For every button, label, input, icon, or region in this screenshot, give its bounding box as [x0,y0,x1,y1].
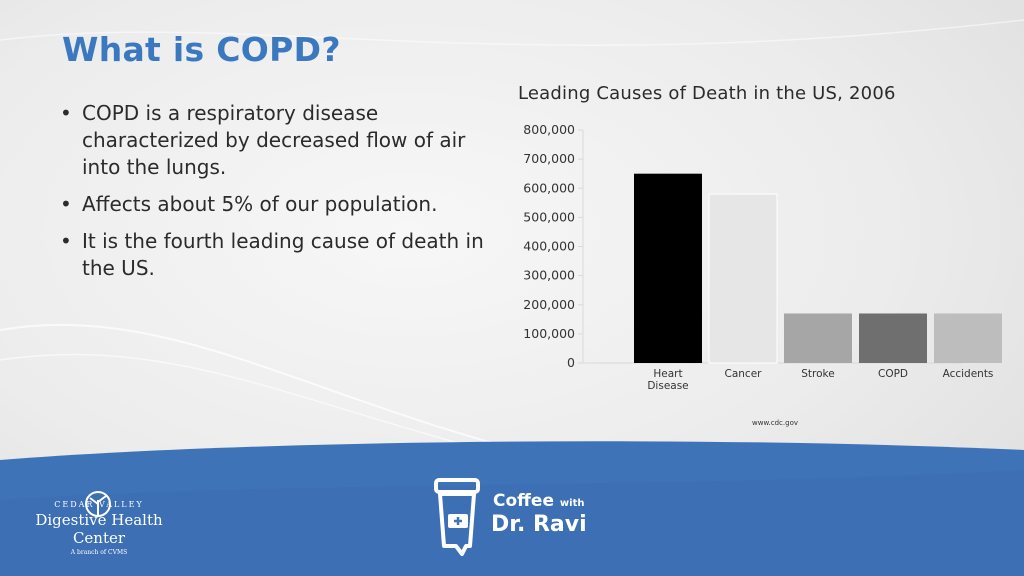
bullet-list: COPD is a respiratory disease characteri… [60,100,485,292]
tree-logo-icon [85,491,111,517]
org-logo: CEDAR VALLEY Digestive Health Center A b… [14,500,184,556]
bar-chart: 0 100,000 200,000 300,000 400,000 500,000 600,… [523,122,1002,392]
slide-title: What is COPD? [62,30,341,69]
x-tick-label: Cancer [725,368,763,380]
show-host: Dr. Ravi [491,512,587,537]
bullet-item: It is the fourth leading cause of death … [60,228,485,282]
x-tick-label: COPD [878,368,908,380]
bar-accidents [934,313,1002,363]
bar-stroke [784,313,852,363]
footer-band [0,441,1024,576]
coffee-cup-icon [434,478,480,556]
y-tick-label: 800,000 [523,122,575,137]
y-tick-label: 0 [567,355,575,370]
bullet-item: COPD is a respiratory disease characteri… [60,100,485,181]
bullet-item: Affects about 5% of our population. [60,191,485,218]
y-tick-label: 500,000 [523,209,575,224]
show-title-with: with [559,498,585,509]
y-tick-label: 100,000 [523,326,575,341]
source-citation: www.cdc.gov [752,419,798,427]
y-tick-label: 300,000 [523,268,575,283]
x-tick-label: Stroke [801,368,834,380]
y-tick-label: 400,000 [523,239,575,254]
show-title: Coffee with [493,491,585,511]
y-tick-label: 200,000 [523,297,575,312]
org-subtitle: A branch of CVMS [70,549,128,556]
org-top-text: CEDAR VALLEY [54,500,144,509]
bar-copd [859,313,927,363]
x-tick-label: Disease [647,380,688,392]
bar-cancer [708,193,778,364]
bar-heart-disease [634,173,702,363]
x-tick-label: Accidents [943,368,994,380]
x-tick-label: Heart [653,368,682,380]
org-name: Digestive Health Center [35,511,163,547]
y-tick-label: 600,000 [523,180,575,195]
show-title-coffee: Coffee [493,491,554,511]
y-tick-label: 700,000 [523,151,575,166]
chart-title: Leading Causes of Death in the US, 2006 [518,83,896,104]
